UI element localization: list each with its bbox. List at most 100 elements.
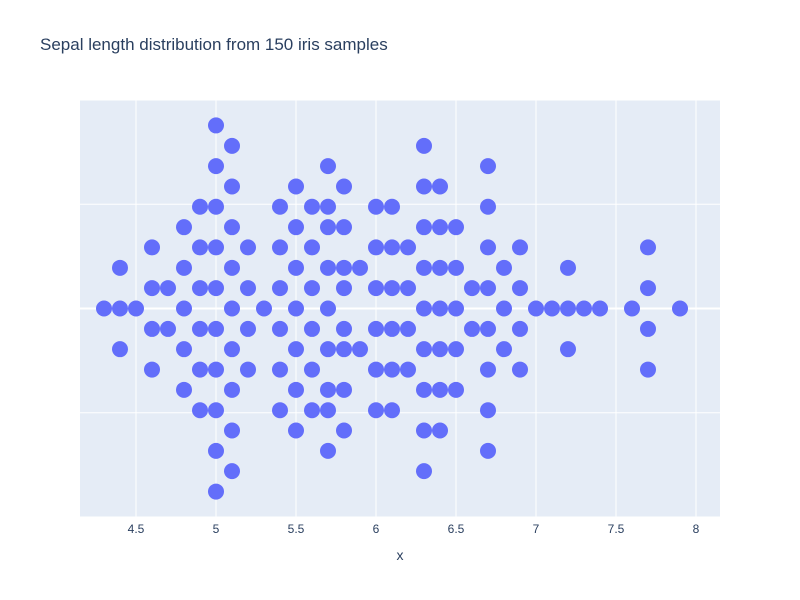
data-point bbox=[304, 239, 320, 256]
data-point bbox=[576, 300, 592, 317]
data-point bbox=[512, 239, 528, 256]
data-point bbox=[464, 320, 480, 337]
data-point bbox=[672, 300, 688, 317]
data-point bbox=[640, 320, 656, 337]
x-axis-title: x bbox=[397, 547, 404, 563]
data-point bbox=[384, 320, 400, 337]
data-point bbox=[240, 280, 256, 297]
x-tick-label: 7.5 bbox=[608, 522, 625, 536]
data-point bbox=[480, 320, 496, 337]
data-point bbox=[320, 259, 336, 276]
data-point bbox=[112, 259, 128, 276]
data-point bbox=[432, 422, 448, 439]
data-point bbox=[352, 259, 368, 276]
data-point bbox=[448, 341, 464, 358]
data-point bbox=[496, 341, 512, 358]
data-point bbox=[432, 300, 448, 317]
data-point bbox=[208, 361, 224, 378]
data-point bbox=[640, 239, 656, 256]
data-point bbox=[512, 361, 528, 378]
data-point bbox=[224, 341, 240, 358]
data-point bbox=[208, 402, 224, 419]
data-point bbox=[560, 259, 576, 276]
data-point bbox=[320, 442, 336, 459]
data-point bbox=[176, 341, 192, 358]
data-point bbox=[416, 137, 432, 154]
data-point bbox=[224, 300, 240, 317]
data-point bbox=[416, 463, 432, 480]
data-point bbox=[416, 178, 432, 195]
data-point bbox=[336, 219, 352, 236]
data-point bbox=[368, 361, 384, 378]
data-point bbox=[240, 239, 256, 256]
data-point bbox=[192, 198, 208, 215]
data-point bbox=[384, 198, 400, 215]
data-point bbox=[624, 300, 640, 317]
data-point bbox=[368, 239, 384, 256]
data-point bbox=[144, 361, 160, 378]
data-point bbox=[208, 483, 224, 500]
data-point bbox=[208, 198, 224, 215]
x-tick-label: 5 bbox=[213, 522, 220, 536]
data-point bbox=[208, 239, 224, 256]
data-point bbox=[128, 300, 144, 317]
data-point bbox=[448, 381, 464, 398]
data-point bbox=[208, 117, 224, 134]
data-point bbox=[448, 300, 464, 317]
data-point bbox=[336, 381, 352, 398]
chart-title: Sepal length distribution from 150 iris … bbox=[40, 35, 388, 54]
data-point bbox=[304, 320, 320, 337]
data-point bbox=[272, 402, 288, 419]
data-point bbox=[368, 402, 384, 419]
data-point bbox=[224, 381, 240, 398]
data-point bbox=[176, 300, 192, 317]
data-point bbox=[432, 259, 448, 276]
data-point bbox=[240, 320, 256, 337]
data-point bbox=[192, 320, 208, 337]
data-point bbox=[384, 361, 400, 378]
data-point bbox=[144, 320, 160, 337]
data-point bbox=[208, 158, 224, 175]
data-point bbox=[288, 341, 304, 358]
data-point bbox=[400, 320, 416, 337]
data-point bbox=[336, 280, 352, 297]
data-point bbox=[320, 198, 336, 215]
data-point bbox=[368, 280, 384, 297]
data-point bbox=[496, 300, 512, 317]
data-point bbox=[272, 239, 288, 256]
data-point bbox=[224, 178, 240, 195]
data-point bbox=[288, 381, 304, 398]
data-point bbox=[96, 300, 112, 317]
data-point bbox=[480, 442, 496, 459]
data-point bbox=[448, 259, 464, 276]
data-point bbox=[480, 402, 496, 419]
data-point bbox=[224, 259, 240, 276]
data-point bbox=[208, 442, 224, 459]
data-point bbox=[304, 280, 320, 297]
data-point bbox=[208, 280, 224, 297]
data-point bbox=[240, 361, 256, 378]
data-point bbox=[192, 280, 208, 297]
data-point bbox=[464, 280, 480, 297]
data-point bbox=[480, 158, 496, 175]
data-point bbox=[416, 381, 432, 398]
data-point bbox=[272, 361, 288, 378]
data-point bbox=[352, 341, 368, 358]
data-point bbox=[416, 219, 432, 236]
data-point bbox=[416, 300, 432, 317]
data-point bbox=[160, 320, 176, 337]
data-point bbox=[384, 280, 400, 297]
data-point bbox=[512, 280, 528, 297]
data-point bbox=[432, 341, 448, 358]
data-point bbox=[336, 259, 352, 276]
data-point bbox=[560, 300, 576, 317]
data-point bbox=[336, 341, 352, 358]
data-point bbox=[320, 381, 336, 398]
data-point bbox=[208, 320, 224, 337]
x-tick-label: 6 bbox=[373, 522, 380, 536]
data-point bbox=[512, 320, 528, 337]
data-point bbox=[400, 280, 416, 297]
data-point bbox=[304, 402, 320, 419]
x-tick-label: 7 bbox=[533, 522, 540, 536]
